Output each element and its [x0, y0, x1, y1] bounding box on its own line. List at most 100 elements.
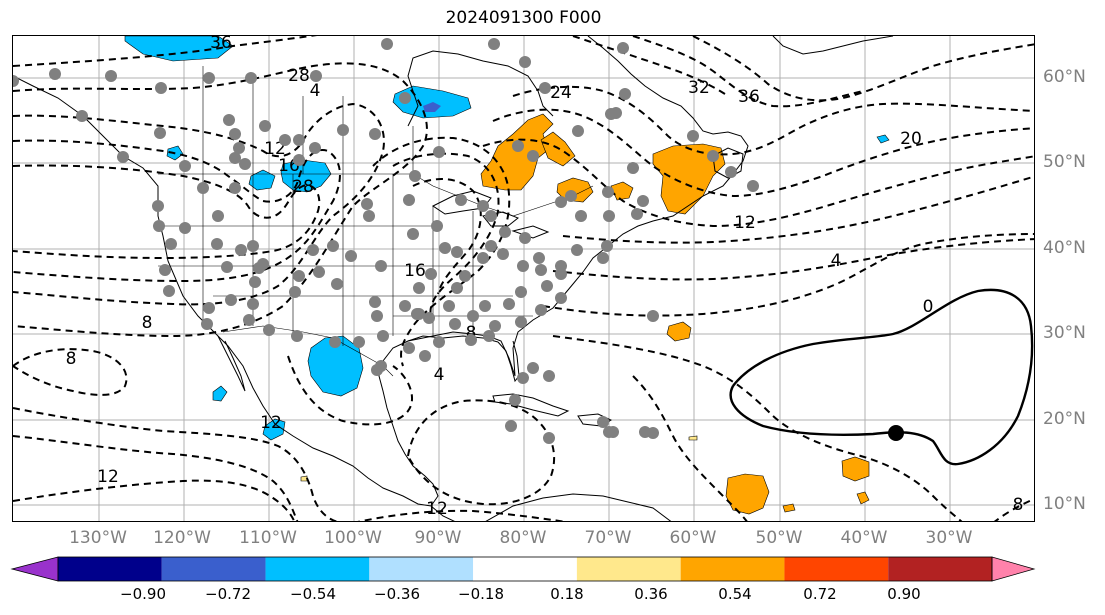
colorbar-extend-high [991, 556, 1036, 582]
lat-label: 20°N [1043, 409, 1086, 429]
station-dot [707, 150, 719, 162]
lat-label: 40°N [1043, 238, 1086, 258]
colorbar-segment [58, 557, 162, 581]
negative-anomaly-regions [124, 36, 890, 441]
station-dot [293, 134, 305, 146]
colorbar [10, 556, 1036, 582]
station-dot [369, 296, 381, 308]
station-dot [509, 394, 521, 406]
lon-label: 90°W [414, 528, 462, 548]
station-dot [541, 280, 553, 292]
colorbar-tick-label: −0.72 [205, 585, 251, 603]
station-dot [293, 270, 305, 282]
contour-line [13, 348, 128, 396]
contour-line [993, 497, 1034, 521]
station-dot [597, 252, 609, 264]
contour-line [692, 36, 1034, 102]
station-dot [225, 294, 237, 306]
contour-label: 12 [426, 499, 448, 519]
contour-label: 4 [434, 365, 445, 385]
lon-label: 60°W [669, 528, 717, 548]
positive-region [666, 321, 692, 342]
colorbar-segment [784, 557, 889, 581]
contour-line [13, 435, 299, 521]
station-dot [259, 120, 271, 132]
station-dot [449, 318, 461, 330]
station-dot [223, 114, 235, 126]
positive-region [841, 456, 870, 482]
colorbar-segment [161, 557, 266, 581]
station-dot [747, 180, 759, 192]
negative-region [124, 36, 234, 62]
positive-region [480, 113, 554, 191]
contour-line [13, 164, 321, 260]
station-dot [527, 150, 539, 162]
zero-contour [729, 288, 1034, 466]
contour-line [13, 62, 428, 338]
station-dot [221, 261, 233, 273]
positive-region [610, 181, 634, 201]
station-dot [413, 308, 425, 320]
station-dot [571, 244, 583, 256]
station-dot [154, 127, 166, 139]
contour-line [632, 375, 748, 521]
station-dot [465, 334, 477, 346]
contour-line [392, 152, 500, 317]
station-dot [229, 182, 241, 194]
station-dot [603, 426, 615, 438]
station-dot [477, 252, 489, 264]
station-dot [515, 286, 527, 298]
contour-label: 4 [310, 81, 321, 101]
lon-label: 40°W [840, 528, 888, 548]
station-dot [443, 300, 455, 312]
station-dot [451, 246, 463, 258]
station-dot [155, 82, 167, 94]
contour-label: 28 [292, 177, 314, 197]
lat-label: 50°N [1043, 152, 1086, 172]
station-dot [289, 286, 301, 298]
station-dot [451, 282, 463, 294]
contour-label: 12 [260, 413, 282, 433]
contour-line [372, 136, 511, 367]
station-markers [13, 38, 759, 444]
lon-label: 110°W [239, 528, 297, 548]
station-dot [407, 228, 419, 240]
contour-label: 12 [734, 213, 756, 233]
station-dot [413, 282, 425, 294]
station-dot [647, 427, 659, 439]
contour-label: 4 [831, 251, 842, 271]
station-dot [517, 260, 529, 272]
station-dot [539, 82, 551, 94]
station-dot [201, 318, 213, 330]
lon-label: 130°W [69, 528, 127, 548]
colorbar-tick-label: −0.18 [458, 585, 504, 603]
station-dot [477, 200, 489, 212]
positive-region [782, 503, 796, 513]
station-dot [419, 350, 431, 362]
station-dot [235, 244, 247, 256]
station-dot [310, 70, 322, 82]
station-dot [13, 75, 19, 87]
station-dot [519, 56, 531, 68]
contour-line [552, 238, 1034, 281]
station-dot [431, 220, 443, 232]
station-dot [371, 364, 383, 376]
station-dot [725, 166, 737, 178]
station-dot [409, 170, 421, 182]
contour-line [572, 36, 729, 97]
contour-line [482, 138, 1034, 228]
station-dot [249, 276, 261, 288]
graticule [13, 36, 1034, 521]
contour-line [632, 36, 864, 108]
contour-label: 36 [210, 36, 232, 53]
contour-line [412, 178, 482, 295]
station-dot [345, 250, 357, 262]
station-dot [257, 258, 269, 270]
colorbar-tick-label: 0.36 [634, 585, 668, 603]
station-dot [307, 244, 319, 256]
station-dot [197, 182, 209, 194]
station-dot [515, 316, 527, 328]
contour-label: 12 [97, 467, 119, 487]
contour-label: 36 [738, 87, 760, 107]
colorbar-segment [888, 557, 992, 581]
